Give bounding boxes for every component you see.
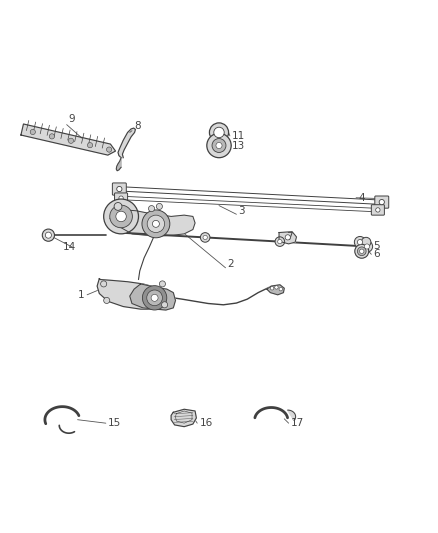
FancyBboxPatch shape	[115, 193, 127, 204]
Circle shape	[357, 239, 363, 245]
Circle shape	[216, 142, 222, 149]
Circle shape	[159, 281, 166, 287]
Polygon shape	[279, 232, 297, 244]
Circle shape	[152, 220, 159, 228]
Circle shape	[104, 297, 110, 303]
Circle shape	[147, 290, 162, 305]
Circle shape	[285, 235, 290, 240]
Circle shape	[46, 232, 51, 238]
Circle shape	[355, 244, 369, 258]
Circle shape	[212, 139, 226, 152]
Polygon shape	[267, 285, 284, 295]
Circle shape	[209, 123, 229, 142]
Circle shape	[104, 199, 138, 234]
Text: 6: 6	[374, 249, 380, 260]
Text: 9: 9	[69, 115, 75, 124]
Circle shape	[42, 229, 54, 241]
Text: 7: 7	[286, 232, 293, 242]
Circle shape	[147, 215, 165, 232]
Circle shape	[207, 133, 231, 158]
Text: 16: 16	[199, 418, 213, 428]
Circle shape	[364, 244, 370, 249]
Circle shape	[110, 205, 132, 228]
Circle shape	[270, 287, 274, 290]
Circle shape	[148, 206, 155, 212]
Circle shape	[116, 211, 126, 222]
Text: 1: 1	[78, 290, 84, 300]
Text: 5: 5	[374, 240, 380, 251]
Circle shape	[379, 199, 385, 205]
Text: 12: 12	[106, 218, 119, 228]
Circle shape	[354, 237, 366, 248]
Text: 11: 11	[232, 131, 245, 141]
Circle shape	[278, 239, 282, 244]
Circle shape	[279, 287, 283, 291]
Circle shape	[49, 134, 54, 139]
Text: 15: 15	[108, 418, 121, 428]
Polygon shape	[97, 279, 165, 309]
Text: 2: 2	[228, 260, 234, 269]
Polygon shape	[118, 128, 135, 158]
Circle shape	[114, 203, 122, 211]
Polygon shape	[130, 284, 176, 310]
Circle shape	[151, 294, 158, 301]
Text: 8: 8	[134, 122, 141, 131]
Circle shape	[275, 286, 278, 289]
Circle shape	[156, 204, 162, 209]
Circle shape	[142, 210, 170, 238]
Circle shape	[106, 147, 112, 152]
Circle shape	[88, 142, 93, 148]
Circle shape	[361, 237, 371, 247]
Polygon shape	[110, 210, 195, 236]
Circle shape	[357, 247, 366, 256]
Circle shape	[376, 208, 380, 212]
Text: 4: 4	[358, 193, 365, 203]
FancyBboxPatch shape	[371, 205, 385, 215]
Circle shape	[200, 232, 210, 242]
FancyBboxPatch shape	[113, 183, 126, 195]
Circle shape	[101, 281, 107, 287]
Circle shape	[214, 127, 224, 138]
Circle shape	[117, 187, 122, 192]
Circle shape	[30, 130, 35, 134]
Polygon shape	[116, 158, 121, 171]
Circle shape	[203, 235, 207, 239]
Circle shape	[142, 286, 167, 310]
Polygon shape	[171, 409, 196, 426]
Text: 14: 14	[62, 242, 76, 252]
Circle shape	[275, 237, 285, 246]
Polygon shape	[21, 124, 116, 155]
Polygon shape	[288, 410, 296, 421]
Circle shape	[361, 241, 373, 252]
Circle shape	[360, 249, 364, 254]
Text: 3: 3	[239, 206, 245, 216]
Text: 17: 17	[291, 418, 304, 428]
Circle shape	[162, 302, 168, 308]
Text: 13: 13	[232, 141, 245, 151]
FancyBboxPatch shape	[375, 196, 389, 208]
Circle shape	[68, 138, 74, 143]
Circle shape	[119, 196, 123, 200]
